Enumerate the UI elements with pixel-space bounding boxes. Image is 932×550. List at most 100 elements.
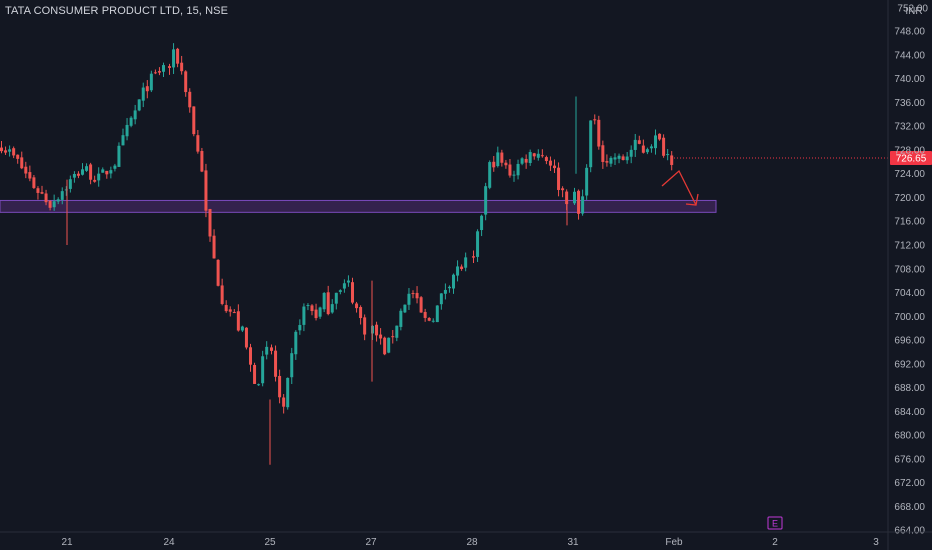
- candle-body: [236, 311, 240, 331]
- candle-body: [125, 124, 129, 137]
- candle-body: [625, 156, 629, 161]
- candle-body: [516, 163, 520, 176]
- candle-body: [443, 289, 447, 294]
- candle-body: [633, 139, 637, 150]
- candle-body: [208, 209, 212, 237]
- candle-body: [48, 200, 52, 208]
- candle-body: [162, 65, 165, 72]
- candle-body: [330, 304, 334, 313]
- y-tick-label: 724.00: [894, 169, 925, 180]
- candle-body: [500, 152, 504, 163]
- candle-body: [81, 169, 84, 175]
- candle-body: [645, 149, 649, 153]
- candle-body: [581, 196, 585, 214]
- candle-body: [407, 293, 411, 305]
- candle-body: [492, 161, 496, 168]
- candle-body: [149, 73, 153, 91]
- candle-body: [257, 384, 261, 386]
- candle-body: [415, 292, 419, 299]
- candle-body: [286, 377, 290, 408]
- x-tick-label: 24: [163, 537, 175, 548]
- candle-body: [184, 71, 188, 93]
- candle-body: [484, 186, 488, 215]
- candle-body: [395, 325, 399, 338]
- candle-body: [617, 155, 621, 159]
- candle-body: [589, 120, 593, 168]
- candle-body: [64, 189, 68, 191]
- candle-body: [553, 165, 556, 169]
- candle-body: [310, 305, 314, 312]
- candle-body: [342, 283, 346, 289]
- annotation-layer: 726.65 E: [661, 150, 932, 530]
- candle-body: [180, 62, 184, 72]
- y-tick-label: 708.00: [894, 264, 925, 275]
- candle-body: [228, 309, 232, 312]
- candle-body: [411, 293, 415, 295]
- candle-body: [133, 110, 137, 120]
- candle-body: [176, 48, 180, 64]
- candle-body: [153, 72, 157, 74]
- candle-body: [60, 191, 64, 200]
- arrow-head: [685, 193, 699, 206]
- candle-body: [117, 145, 121, 167]
- candle-body: [249, 347, 252, 365]
- y-tick-label: 684.00: [894, 407, 925, 418]
- candle-body: [56, 199, 60, 202]
- candle-body: [447, 286, 451, 289]
- candle-body: [32, 177, 36, 188]
- candles-layer: [0, 43, 674, 465]
- candle-body: [637, 140, 641, 144]
- candle-body: [216, 259, 220, 286]
- candle-body: [629, 149, 633, 157]
- candle-body: [355, 303, 359, 309]
- earnings-badge: [767, 516, 783, 530]
- candle-body: [97, 173, 101, 181]
- chart-title: TATA CONSUMER PRODUCT LTD, 15, NSE: [5, 5, 229, 17]
- candle-body: [520, 158, 524, 164]
- candle-body: [561, 188, 565, 191]
- candle-body: [192, 106, 196, 135]
- candle-body: [326, 292, 330, 315]
- y-tick-label: 712.00: [894, 241, 925, 252]
- candle-body: [557, 167, 561, 190]
- currency-label: INR: [905, 6, 922, 17]
- candle-body: [472, 256, 475, 258]
- y-tick-label: 752.00: [897, 3, 928, 14]
- candle-body: [431, 320, 435, 322]
- candle-body: [172, 49, 176, 68]
- candle-body: [452, 274, 455, 289]
- candle-body: [121, 135, 125, 146]
- candle-body: [290, 353, 294, 378]
- candle-body: [508, 164, 512, 176]
- y-tick-label: 732.00: [894, 122, 925, 133]
- candle-body: [44, 193, 48, 203]
- price-axis: 664.00 668.00 672.00 676.00 680.00 684.00 688.…: [887, 0, 928, 550]
- earnings-label: E: [772, 519, 778, 529]
- candle-body: [20, 157, 24, 169]
- x-tick-label: 2: [772, 537, 778, 548]
- candle-body: [544, 157, 548, 162]
- candle-body: [359, 307, 363, 319]
- candle-body: [204, 170, 208, 211]
- candle-body: [168, 66, 171, 68]
- y-tick-label: 716.00: [894, 217, 925, 228]
- candle-body: [593, 119, 597, 121]
- candle-body: [265, 346, 269, 355]
- candle-body: [93, 179, 97, 182]
- candle-body: [403, 304, 407, 313]
- candle-body: [641, 145, 645, 153]
- candle-body: [662, 137, 666, 156]
- candle-body: [476, 231, 480, 257]
- candle-body: [399, 310, 403, 327]
- candle-body: [76, 173, 80, 176]
- candle-body: [0, 147, 3, 152]
- y-tick-label: 672.00: [894, 478, 925, 489]
- candle-body: [270, 347, 273, 351]
- y-tick-label: 748.00: [894, 27, 925, 38]
- candle-body: [504, 162, 508, 166]
- candle-body: [137, 99, 141, 111]
- candle-body: [244, 327, 248, 348]
- y-tick-label: 664.00: [894, 526, 925, 537]
- candle-body: [8, 149, 12, 152]
